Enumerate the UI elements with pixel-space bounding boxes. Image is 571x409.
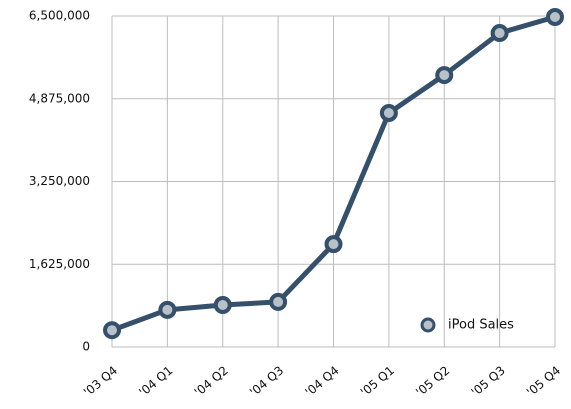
y-tick-label: 1,625,000 [29, 257, 90, 271]
x-tick-label: '04 Q4 [302, 363, 341, 399]
x-tick-label: '04 Q2 [192, 363, 231, 399]
x-tick-label: '04 Q3 [247, 363, 286, 399]
legend-label: iPod Sales [448, 318, 514, 333]
x-tick-label: '04 Q1 [136, 363, 175, 399]
data-point [435, 66, 454, 85]
x-tick-label: '05 Q2 [413, 363, 452, 399]
x-tick-label: '05 Q4 [524, 363, 563, 399]
y-tick-label: 4,875,000 [29, 91, 90, 105]
data-point [324, 235, 343, 254]
x-tick-label: '05 Q3 [469, 363, 508, 399]
data-point [490, 24, 509, 43]
x-tick-label: '03 Q4 [81, 363, 120, 399]
y-tick-label: 6,500,000 [29, 9, 90, 23]
data-point [158, 300, 177, 319]
x-tick-label: '05 Q1 [358, 363, 397, 399]
legend-marker [420, 317, 436, 333]
data-point [103, 321, 121, 340]
y-tick-label: 0 [82, 340, 90, 354]
y-tick-label: 3,250,000 [29, 174, 90, 188]
data-point [269, 292, 288, 311]
data-point [213, 295, 232, 314]
data-point [546, 8, 564, 27]
data-point [379, 104, 398, 123]
